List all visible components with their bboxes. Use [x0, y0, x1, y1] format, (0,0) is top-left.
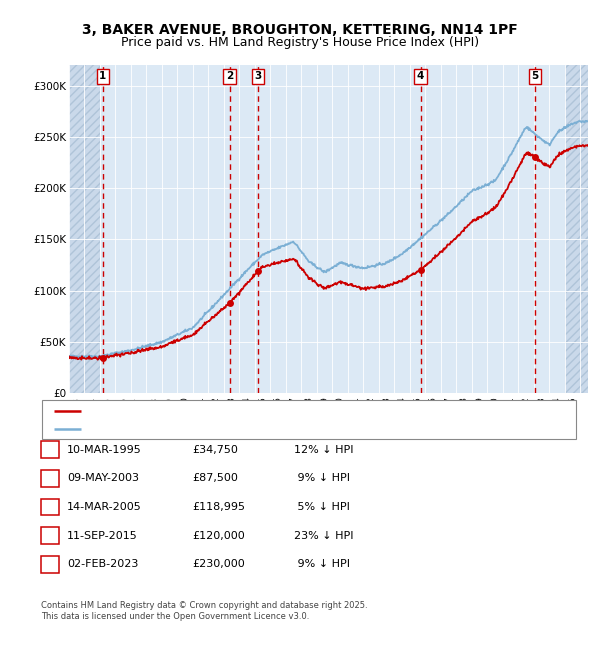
Text: 5: 5: [532, 72, 539, 81]
Text: £118,995: £118,995: [192, 502, 245, 512]
Text: £120,000: £120,000: [192, 530, 245, 541]
Text: 5% ↓ HPI: 5% ↓ HPI: [294, 502, 350, 512]
Text: 3: 3: [254, 72, 262, 81]
Text: 12% ↓ HPI: 12% ↓ HPI: [294, 445, 353, 455]
Text: 1: 1: [100, 72, 107, 81]
Text: 3, BAKER AVENUE, BROUGHTON, KETTERING, NN14 1PF: 3, BAKER AVENUE, BROUGHTON, KETTERING, N…: [82, 23, 518, 37]
Bar: [565, 65, 588, 393]
Text: Contains HM Land Registry data © Crown copyright and database right 2025.
This d: Contains HM Land Registry data © Crown c…: [41, 601, 367, 621]
Text: 9% ↓ HPI: 9% ↓ HPI: [294, 559, 350, 569]
Text: 02-FEB-2023: 02-FEB-2023: [67, 559, 139, 569]
Text: 09-MAY-2003: 09-MAY-2003: [67, 473, 139, 484]
Text: 3: 3: [46, 502, 53, 512]
Text: 14-MAR-2005: 14-MAR-2005: [67, 502, 142, 512]
Text: 1: 1: [46, 445, 53, 455]
Text: 10-MAR-1995: 10-MAR-1995: [67, 445, 142, 455]
Text: Price paid vs. HM Land Registry's House Price Index (HPI): Price paid vs. HM Land Registry's House …: [121, 36, 479, 49]
Text: HPI: Average price, semi-detached house, North Northamptonshire: HPI: Average price, semi-detached house,…: [88, 424, 415, 434]
Text: 11-SEP-2015: 11-SEP-2015: [67, 530, 138, 541]
Text: 2: 2: [46, 473, 53, 484]
Text: 4: 4: [46, 530, 53, 541]
Text: 3, BAKER AVENUE, BROUGHTON, KETTERING, NN14 1PF (semi-detached house): 3, BAKER AVENUE, BROUGHTON, KETTERING, N…: [88, 406, 478, 415]
Bar: [69, 65, 100, 393]
Text: 23% ↓ HPI: 23% ↓ HPI: [294, 530, 353, 541]
Text: £230,000: £230,000: [192, 559, 245, 569]
Text: 5: 5: [46, 559, 53, 569]
Text: £34,750: £34,750: [192, 445, 238, 455]
Text: 2: 2: [226, 72, 233, 81]
Text: £87,500: £87,500: [192, 473, 238, 484]
Text: 4: 4: [417, 72, 424, 81]
Text: 9% ↓ HPI: 9% ↓ HPI: [294, 473, 350, 484]
